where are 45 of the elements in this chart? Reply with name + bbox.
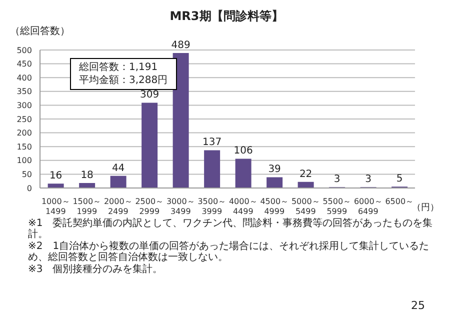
- data-label: 5: [396, 174, 403, 185]
- x-tick-label: 3000～3499: [166, 197, 195, 216]
- y-tick-label: 400: [16, 73, 32, 82]
- data-label: 16: [49, 170, 62, 182]
- chart-title: MR3期【問診料等】: [168, 8, 284, 24]
- y-tick-label: 50: [22, 170, 32, 180]
- data-label: 22: [299, 168, 312, 180]
- text: ※3 個別接種分のみを集計。: [28, 264, 164, 275]
- data-label: 18: [80, 170, 94, 182]
- y-tick-label: 250: [16, 114, 32, 124]
- data-label: 3: [334, 174, 340, 186]
- y-tick-label: 450: [16, 60, 32, 69]
- x-tick-label: 3500～3999: [198, 197, 226, 216]
- y-axis-title: （総回答数）: [10, 25, 71, 37]
- text: ※1 委託契約単価の内訳として、ワクチン代、問診料・事務費等の回答があったものを集計。: [28, 218, 434, 240]
- x-tick-label: 5500～5999: [322, 197, 352, 216]
- data-label: 309: [140, 90, 160, 101]
- x-tick-label: 6000～6499: [354, 197, 382, 216]
- data-label: 39: [268, 164, 281, 176]
- y-tick-label: 150: [16, 142, 32, 152]
- annotation: 総回答数：1,191: [79, 61, 159, 74]
- data-label: 44: [112, 162, 125, 174]
- y-tick-label: 500: [16, 46, 32, 55]
- y-tick-label: 0: [26, 184, 32, 193]
- data-label: 106: [234, 146, 253, 157]
- data-label: 489: [171, 40, 190, 52]
- info-box: 総回答数：1,191 平均金額：3,288円: [70, 58, 177, 90]
- y-tick-label: 300: [16, 101, 32, 110]
- x-tick-label: 4500～4999: [260, 197, 289, 216]
- data-label: 137: [202, 137, 222, 148]
- x-tick-label: 5000～5499: [291, 197, 320, 216]
- data-label: 3: [365, 174, 372, 186]
- x-tick-label: 2500～2999: [135, 197, 164, 216]
- y-tick-label: 350: [16, 87, 32, 96]
- x-tick-label: 1000～1499: [41, 197, 70, 216]
- x-tick-label: 2000～2499: [104, 197, 132, 216]
- x-tick-label: 4000～4499: [228, 197, 258, 216]
- x-tick-label: 6500～: [385, 197, 414, 206]
- y-tick-label: 100: [16, 156, 32, 166]
- y-tick-label: 200: [16, 128, 32, 138]
- text: ※2 1自治体から複数の単価の回答があった場合には、それぞれ採用して集計しているため、総回答数と回答自治体数は一致しない。: [28, 241, 430, 263]
- x-axis-title: （円）: [412, 202, 439, 214]
- text: 25: [411, 299, 425, 312]
- annotation: 平均金額：3,288円: [79, 74, 168, 87]
- x-tick-label: 1500～1999: [72, 197, 102, 216]
